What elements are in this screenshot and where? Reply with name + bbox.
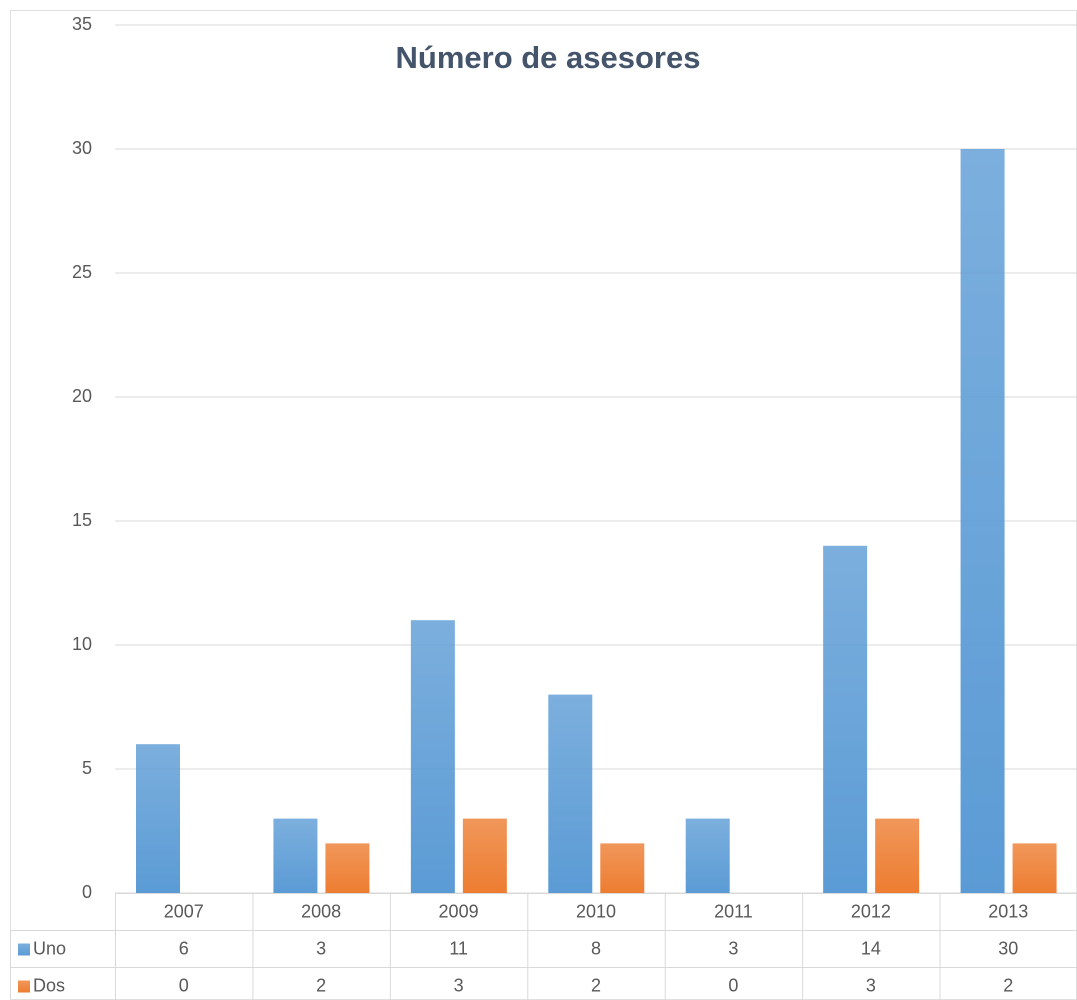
y-tick-label: 5 <box>82 758 92 778</box>
data-label: 8 <box>591 938 601 958</box>
bar <box>462 818 507 893</box>
legend-swatch <box>18 943 30 956</box>
data-label: 2 <box>1003 975 1013 995</box>
data-label: 2 <box>591 975 601 995</box>
y-tick-label: 0 <box>82 882 92 902</box>
data-label: 3 <box>454 975 464 995</box>
bar <box>875 818 920 893</box>
bar <box>960 149 1005 893</box>
y-tick-label: 10 <box>72 634 92 654</box>
data-label: 11 <box>449 938 468 958</box>
legend-swatch <box>18 980 30 993</box>
data-label: 14 <box>861 938 881 958</box>
legend-label: Uno <box>33 938 66 958</box>
bar <box>600 843 645 893</box>
data-label: 3 <box>728 938 738 958</box>
data-label: 2 <box>316 975 326 995</box>
bar <box>685 818 730 893</box>
y-tick-label: 30 <box>72 138 92 158</box>
x-tick-label: 2013 <box>988 901 1028 921</box>
data-label: 3 <box>316 938 326 958</box>
x-tick-label: 2012 <box>851 901 891 921</box>
legend-label: Dos <box>33 975 65 995</box>
bar <box>823 545 868 893</box>
y-tick-label: 20 <box>72 386 92 406</box>
x-tick-label: 2011 <box>714 901 753 921</box>
data-label: 30 <box>998 938 1018 958</box>
data-label: 6 <box>179 938 189 958</box>
bar <box>410 620 455 893</box>
data-label: 0 <box>179 975 189 995</box>
y-tick-label: 35 <box>72 14 92 34</box>
x-tick-label: 2010 <box>576 901 616 921</box>
bar <box>325 843 370 893</box>
y-tick-label: 25 <box>72 262 92 282</box>
bar <box>548 694 593 893</box>
data-label: 3 <box>866 975 876 995</box>
chart-title: Número de asesores <box>396 40 701 75</box>
x-tick-label: 2009 <box>439 901 479 921</box>
data-label: 0 <box>728 975 738 995</box>
bar <box>1012 843 1057 893</box>
y-tick-label: 15 <box>72 510 92 530</box>
bar <box>273 818 318 893</box>
x-tick-label: 2007 <box>164 901 204 921</box>
bar <box>136 744 180 893</box>
x-tick-label: 2008 <box>301 901 341 921</box>
